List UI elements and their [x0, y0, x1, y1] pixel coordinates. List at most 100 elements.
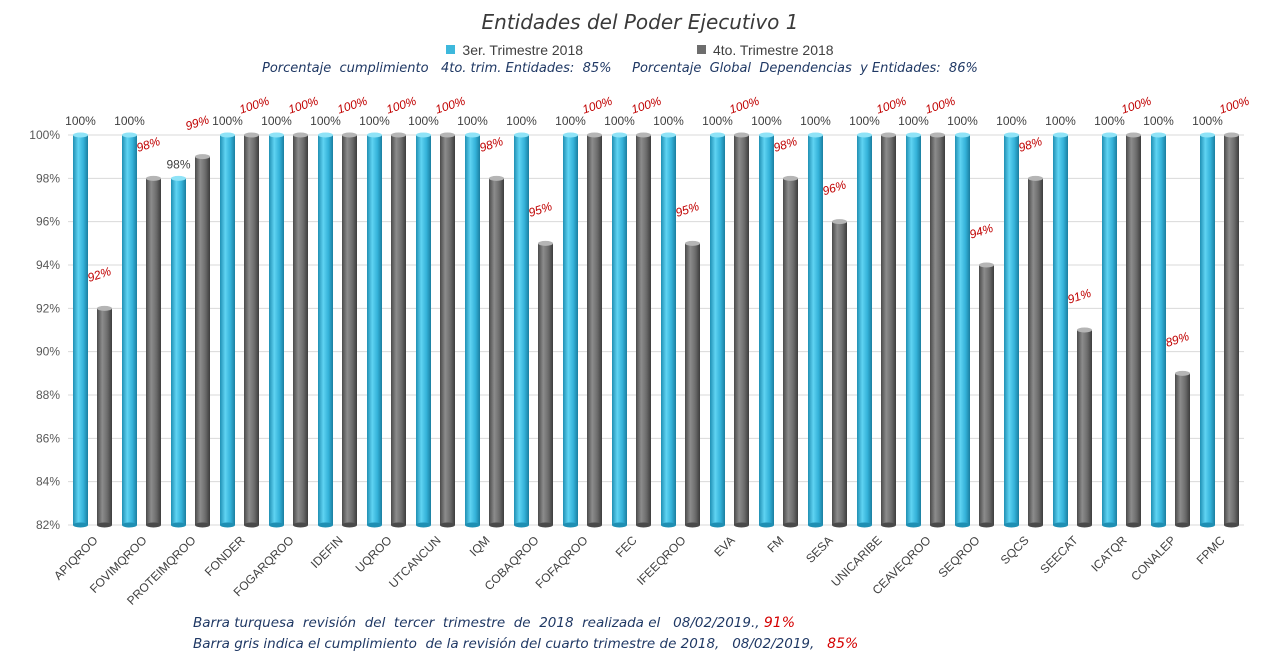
bar-body	[636, 135, 651, 525]
bar-4to-trimestre	[538, 240, 553, 528]
bar-base	[1151, 522, 1166, 528]
note-1-text: Barra turquesa revisión del tercer trime…	[193, 615, 760, 631]
bar-3er-trimestre	[1102, 132, 1117, 528]
x-category-label: FOFAQROO	[533, 533, 591, 591]
bar-cap	[612, 132, 627, 138]
bar-3er-trimestre	[269, 132, 284, 528]
bar-3er-trimestre	[612, 132, 627, 528]
bar-cap	[1077, 327, 1092, 333]
data-label-4to: 99%	[184, 112, 211, 133]
bar-base	[710, 522, 725, 528]
bar-cap	[73, 132, 88, 138]
bar-body	[391, 135, 406, 525]
bar-cap	[587, 132, 602, 138]
bar-body	[832, 221, 847, 525]
bar-body	[416, 135, 431, 525]
bar-cap	[685, 240, 700, 246]
y-tick-label: 82%	[36, 518, 60, 532]
bar-body	[563, 135, 578, 525]
data-label-4to: 98%	[478, 134, 505, 155]
y-tick-label: 94%	[36, 258, 60, 272]
legend-item-3er: 3er. Trimestre 2018	[446, 42, 583, 58]
bar-base	[881, 522, 896, 528]
bar-base	[1102, 522, 1117, 528]
bar-body	[514, 135, 529, 525]
data-label-4to: 89%	[1164, 329, 1191, 350]
note-2-text: Barra gris indica el cumplimiento de la …	[193, 636, 815, 652]
note-line-2: Barra gris indica el cumplimiento de la …	[193, 636, 858, 652]
data-label-3er: 100%	[1094, 114, 1125, 128]
bar-body	[955, 135, 970, 525]
bar-base	[514, 522, 529, 528]
bar-3er-trimestre	[906, 132, 921, 528]
bar-cap	[1151, 132, 1166, 138]
bar-cap	[97, 305, 112, 311]
bar-base	[1053, 522, 1068, 528]
x-category-label: UQROO	[353, 533, 395, 575]
y-tick-label: 86%	[36, 431, 60, 445]
bar-base	[857, 522, 872, 528]
data-label-3er: 100%	[1192, 114, 1223, 128]
bar-cap	[636, 132, 651, 138]
data-label-3er: 100%	[359, 114, 390, 128]
bar-cap	[538, 240, 553, 246]
bar-3er-trimestre	[367, 132, 382, 528]
bar-4to-trimestre	[489, 175, 504, 528]
data-label-3er: 100%	[996, 114, 1027, 128]
x-category-label: SEQROO	[935, 533, 982, 580]
bar-4to-trimestre	[440, 132, 455, 528]
bar-4to-trimestre	[587, 132, 602, 528]
data-label-4to: 95%	[674, 199, 701, 220]
data-label-3er: 100%	[261, 114, 292, 128]
bar-3er-trimestre	[759, 132, 774, 528]
bar-cap	[808, 132, 823, 138]
bar-cap	[979, 262, 994, 268]
bar-cap	[1102, 132, 1117, 138]
bar-cap	[563, 132, 578, 138]
data-label-3er: 100%	[800, 114, 831, 128]
bar-base	[1077, 522, 1092, 528]
bar-body	[465, 135, 480, 525]
bar-body	[734, 135, 749, 525]
bar-base	[367, 522, 382, 528]
chart-title: Entidades del Poder Ejecutivo 1	[481, 10, 799, 34]
bar-body	[171, 178, 186, 526]
data-label-4to: 92%	[86, 264, 113, 285]
bar-cap	[832, 219, 847, 225]
bar-cap	[318, 132, 333, 138]
y-tick-label: 88%	[36, 388, 60, 402]
bar-base	[465, 522, 480, 528]
bar-base	[269, 522, 284, 528]
bar-body	[489, 178, 504, 526]
bar-4to-trimestre	[832, 219, 847, 528]
bar-cap	[244, 132, 259, 138]
bar-3er-trimestre	[857, 132, 872, 528]
bar-body	[1053, 135, 1068, 525]
y-tick-label: 92%	[36, 301, 60, 315]
y-tick-label: 84%	[36, 475, 60, 489]
data-label-3er: 100%	[604, 114, 635, 128]
bar-body	[73, 135, 88, 525]
bar-base	[636, 522, 651, 528]
bar-base	[318, 522, 333, 528]
bar-3er-trimestre	[220, 132, 235, 528]
bar-3er-trimestre	[808, 132, 823, 528]
bar-cap	[146, 175, 161, 181]
bar-body	[881, 135, 896, 525]
legend-swatch-gray	[696, 45, 706, 54]
bar-body	[661, 135, 676, 525]
y-tick-label: 96%	[36, 215, 60, 229]
bar-4to-trimestre	[979, 262, 994, 528]
bar-body	[1175, 373, 1190, 525]
x-category-label: SEECAT	[1037, 533, 1081, 577]
bar-cap	[122, 132, 137, 138]
bar-base	[538, 522, 553, 528]
bar-body	[979, 265, 994, 525]
x-category-label: FONDER	[202, 533, 248, 579]
bar-cap	[661, 132, 676, 138]
data-label-3er: 100%	[751, 114, 782, 128]
bar-cap	[342, 132, 357, 138]
note-1-value: 91%	[763, 615, 795, 631]
bar-4to-trimestre	[783, 175, 798, 528]
data-label-4to: 96%	[821, 177, 848, 198]
